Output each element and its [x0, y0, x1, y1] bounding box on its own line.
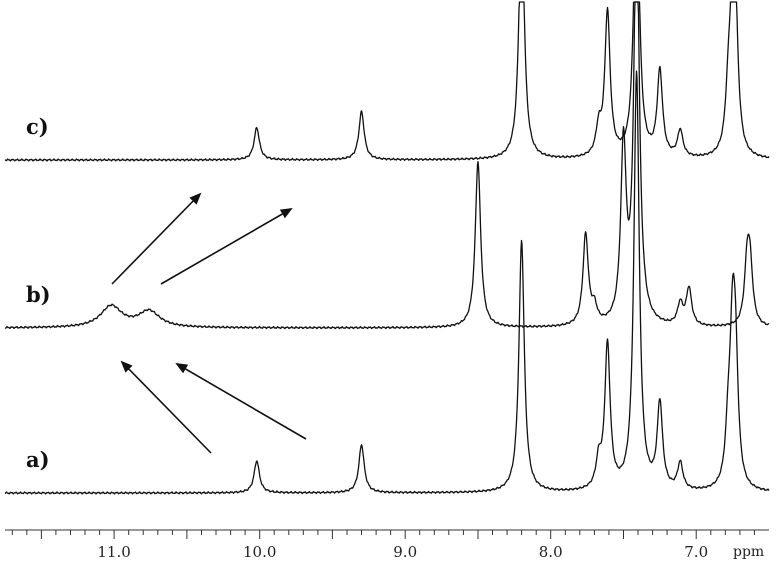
tick-label: 9.0	[393, 543, 417, 561]
x-axis-ticks	[11, 530, 755, 539]
spectrum-trace-c	[4, 1, 770, 162]
shift-arrow	[111, 192, 202, 285]
spectrum-label-a: a)	[26, 447, 50, 472]
shift-arrow	[160, 208, 293, 285]
spectrum-trace-a	[4, 70, 770, 495]
shift-arrow	[175, 362, 307, 440]
spectrum-trace-b	[4, 1, 770, 330]
shift-arrow	[120, 360, 212, 454]
x-axis-tick-labels: 11.0 10.0 9.0 8.0 7.0	[97, 543, 708, 561]
spectrum-label-c: c)	[26, 114, 49, 139]
x-axis-unit-label: ppm	[733, 544, 764, 560]
spectrum-label-b: b)	[26, 282, 51, 307]
tick-label: 7.0	[684, 543, 708, 561]
tick-label: 10.0	[243, 543, 276, 561]
spectra-group	[4, 1, 770, 495]
tick-label: 8.0	[539, 543, 563, 561]
tick-label: 11.0	[97, 543, 130, 561]
shift-arrows	[111, 192, 307, 454]
